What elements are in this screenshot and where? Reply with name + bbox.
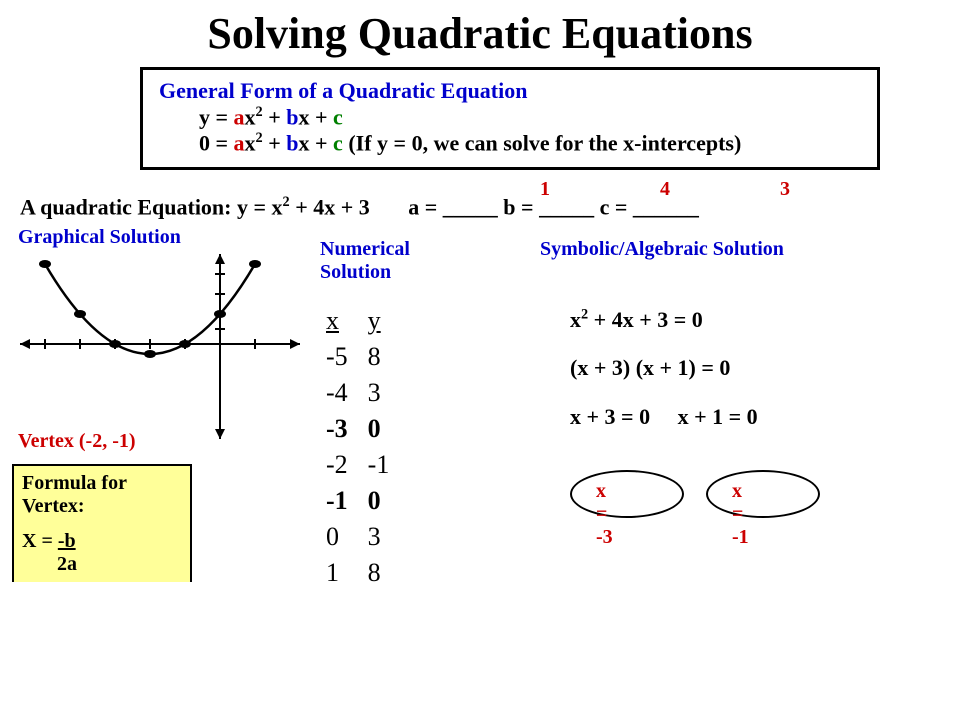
a-value: 1 [540,178,550,201]
circle-2 [706,470,820,518]
table-row: 03 [322,520,403,554]
cell-y: 0 [364,412,404,446]
circle-1 [570,470,684,518]
cell-y: 3 [364,376,404,410]
cell-x: 0 [322,520,362,554]
example-eq-rest: + 4x + 3 [290,194,370,219]
example-eq-label: A quadratic Equation: y = x [20,194,283,219]
sym-line3: x + 3 = 0 x + 1 = 0 [570,393,758,441]
table-row: 18 [322,556,403,590]
cell-x: -3 [322,412,362,446]
numerical-label: Numerical Solution [320,238,460,284]
coef-b: b [286,104,298,129]
table-row: -43 [322,376,403,410]
coef-a2: a [234,131,245,156]
gen1-prefix: y = [199,104,234,129]
sym-3b: x + 1 = 0 [678,404,758,429]
table-row: -2-1 [322,448,403,482]
example-equation-row: A quadratic Equation: y = x2 + 4x + 3 a … [20,194,940,220]
gen2-prefix: 0 = [199,131,234,156]
parabola-graph [10,244,310,444]
cell-x: -2 [322,448,362,482]
formula-num: -b [58,530,76,552]
general-form-box: General Form of a Quadratic Equation y =… [140,67,880,170]
b-value: 4 [660,178,670,201]
general-line-2: 0 = ax2 + bx + c (If y = 0, we can solve… [159,130,861,156]
page-title: Solving Quadratic Equations [0,0,960,59]
col-y: y [364,304,404,338]
formula-body: X = -b 2a [22,530,182,576]
vertex-formula-box: Formula for Vertex: X = -b 2a [12,464,192,582]
sym-3a: x + 3 = 0 [570,404,650,429]
coef-a: a [234,104,245,129]
coef-c: c [333,104,343,129]
c-value: 3 [780,178,790,201]
solution-1: x = -3 [596,480,613,549]
cell-y: 8 [364,340,404,374]
general-line-1: y = ax2 + bx + c [159,104,861,130]
gen2-suffix: (If y = 0, we can solve for the x-interc… [343,131,741,156]
cell-x: -5 [322,340,362,374]
cell-x: 1 [322,556,362,590]
cell-y: 8 [364,556,404,590]
coef-b2: b [286,131,298,156]
cell-y: 0 [364,484,404,518]
cell-y: -1 [364,448,404,482]
col-x: x [322,304,362,338]
cell-y: 3 [364,520,404,554]
coef-c2: c [333,131,343,156]
sym-line1: x2 + 4x + 3 = 0 [570,296,758,344]
solution-2: x = -1 [732,480,749,549]
vertex-label: Vertex (-2, -1) [18,430,136,453]
cell-x: -1 [322,484,362,518]
symbolic-label: Symbolic/Algebraic Solution [540,238,784,261]
table-row: -30 [322,412,403,446]
formula-lhs: X = [22,530,58,552]
formula-title: Formula for Vertex: [22,472,182,518]
sym-line2: (x + 3) (x + 1) = 0 [570,344,758,392]
abc-blanks: a = _____ b = _____ c = ______ [408,194,699,219]
table-row: -58 [322,340,403,374]
formula-den: 2a [57,553,77,575]
table-row: -1 0 [322,484,403,518]
symbolic-steps: x2 + 4x + 3 = 0 (x + 3) (x + 1) = 0 x + … [570,296,758,441]
xy-table: xy -58-43-30-2-1-1 0 03 18 [320,302,405,592]
cell-x: -4 [322,376,362,410]
general-heading: General Form of a Quadratic Equation [159,78,861,104]
